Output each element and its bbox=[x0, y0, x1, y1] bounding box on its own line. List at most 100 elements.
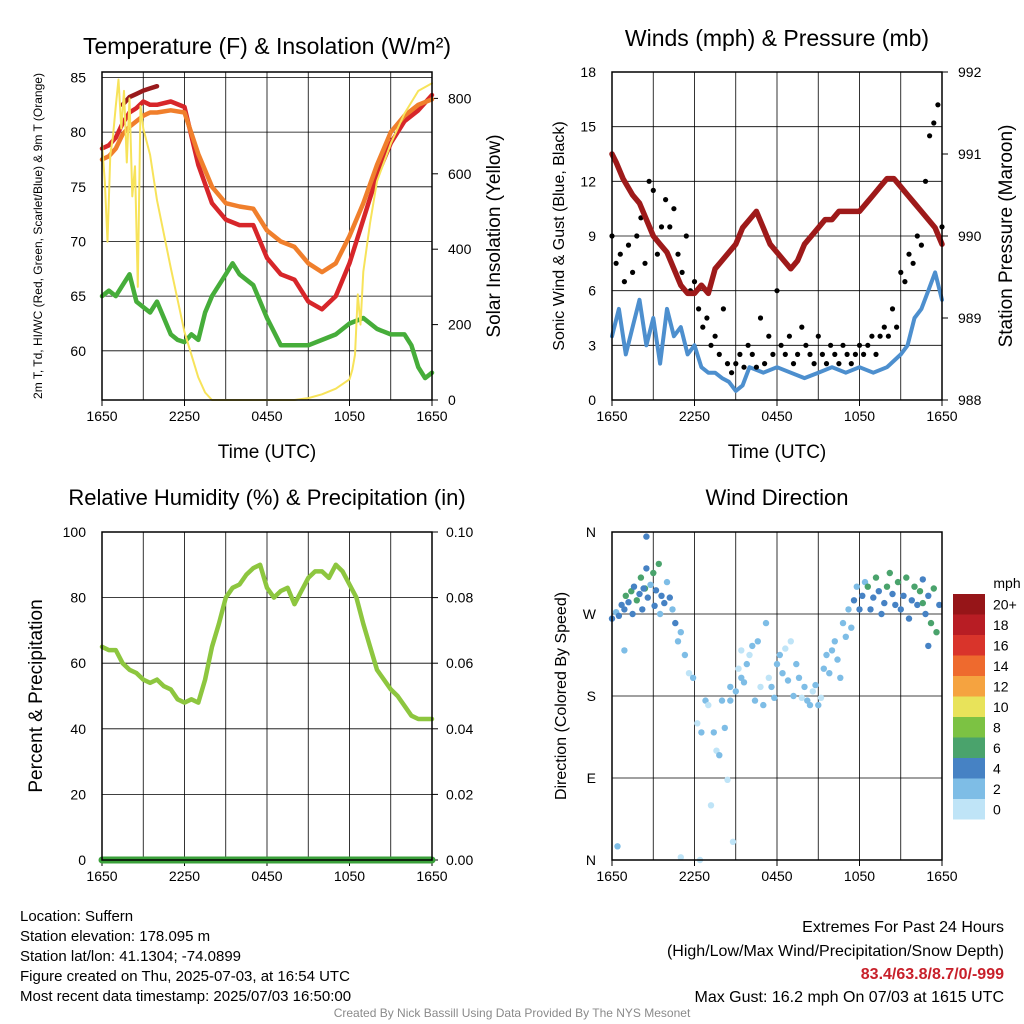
direction-point bbox=[925, 642, 932, 650]
direction-point bbox=[643, 565, 650, 572]
direction-point bbox=[738, 647, 745, 654]
direction-point bbox=[922, 610, 929, 618]
colorbar-swatch bbox=[953, 717, 985, 738]
y-right-tick-label: 0 bbox=[448, 392, 456, 408]
y-right-tick-label: 992 bbox=[958, 64, 982, 80]
y-right-tick-label: 400 bbox=[448, 241, 472, 257]
y-tick-label: 80 bbox=[70, 590, 86, 606]
x-tick-label: 1650 bbox=[86, 408, 117, 424]
direction-point bbox=[848, 624, 855, 631]
y-axis-label-left: Sonic Wind & Gust (Blue, Black) bbox=[551, 121, 568, 350]
gust-point bbox=[700, 324, 706, 330]
gust-point bbox=[741, 364, 747, 370]
y-right-tick-label: 989 bbox=[958, 310, 982, 326]
y-tick-label: N bbox=[586, 524, 596, 540]
direction-point bbox=[790, 692, 797, 700]
gust-point bbox=[910, 260, 916, 266]
direction-point bbox=[812, 681, 819, 689]
gust-point bbox=[704, 315, 710, 321]
x-tick-label: 0450 bbox=[251, 868, 282, 884]
x-tick-label: 1650 bbox=[926, 868, 957, 884]
direction-point bbox=[864, 583, 871, 590]
x-tick-label: 2250 bbox=[169, 868, 200, 884]
gust-point bbox=[720, 306, 727, 312]
direction-point bbox=[751, 697, 759, 704]
pressure-line bbox=[609, 151, 945, 297]
chart-title: Relative Humidity (%) & Precipitation (i… bbox=[68, 485, 465, 510]
direction-point bbox=[727, 683, 734, 691]
direction-point bbox=[914, 601, 921, 609]
plot-frame bbox=[101, 71, 433, 401]
direction-point bbox=[724, 776, 731, 783]
direction-point bbox=[845, 606, 852, 613]
colorbar-swatch bbox=[953, 594, 985, 615]
colorbar-label: 14 bbox=[993, 658, 1009, 674]
direction-point bbox=[784, 677, 792, 684]
gust-point bbox=[696, 306, 702, 312]
series-line bbox=[99, 92, 435, 312]
direction-point bbox=[798, 694, 805, 701]
direction-point bbox=[757, 683, 764, 691]
recent-data-text: Most recent data timestamp: 2025/07/03 1… bbox=[20, 988, 352, 1005]
gust-point bbox=[873, 351, 879, 357]
direction-point bbox=[886, 569, 893, 577]
direction-point bbox=[760, 701, 767, 709]
direction-point bbox=[933, 629, 940, 636]
y-tick-label: 15 bbox=[580, 119, 596, 135]
direction-point bbox=[718, 697, 726, 704]
gust-point bbox=[881, 324, 887, 330]
y-axis-label: Direction (Colored By Speed) bbox=[553, 592, 570, 800]
gust-point bbox=[790, 361, 797, 367]
direction-point bbox=[930, 585, 937, 592]
gust-point bbox=[840, 342, 846, 348]
direction-point bbox=[640, 585, 647, 592]
gust-point bbox=[918, 242, 925, 248]
direction-point bbox=[698, 729, 705, 736]
direction-point bbox=[919, 576, 926, 583]
direction-point bbox=[637, 574, 645, 581]
direction-point bbox=[732, 688, 739, 695]
direction-point bbox=[636, 590, 643, 598]
y-tick-label: 20 bbox=[70, 786, 86, 802]
y-right-tick-label: 0.02 bbox=[446, 786, 473, 802]
gust-point bbox=[671, 206, 677, 212]
credit-text: Created By Nick Bassill Using Data Provi… bbox=[333, 1006, 691, 1020]
gust-point bbox=[799, 324, 805, 330]
gust-point bbox=[902, 279, 908, 285]
colorbar-label: 18 bbox=[993, 617, 1009, 633]
direction-point bbox=[795, 674, 803, 681]
wind-line bbox=[610, 270, 944, 393]
direction-point bbox=[842, 633, 849, 640]
direction-point bbox=[639, 606, 646, 613]
gust-point bbox=[832, 351, 838, 357]
gust-point bbox=[782, 351, 788, 357]
direction-point bbox=[630, 583, 638, 590]
colorbar-label: 10 bbox=[993, 699, 1009, 715]
x-axis-label: Time (UTC) bbox=[218, 442, 317, 463]
gust-point bbox=[906, 251, 912, 257]
direction-point bbox=[889, 590, 896, 598]
direction-point bbox=[826, 670, 833, 677]
direction-point bbox=[666, 594, 673, 601]
direction-point bbox=[762, 619, 770, 627]
gust-point bbox=[679, 269, 685, 275]
direction-point bbox=[908, 597, 915, 604]
gust-point bbox=[617, 251, 623, 257]
gust-point bbox=[745, 342, 751, 348]
direction-point bbox=[839, 619, 847, 627]
location-text: Location: Suffern bbox=[20, 908, 134, 925]
direction-point bbox=[661, 599, 668, 607]
y-tick-label: N bbox=[586, 852, 596, 868]
direction-point bbox=[782, 645, 789, 652]
direction-point bbox=[746, 651, 753, 659]
direction-point bbox=[881, 599, 888, 607]
direction-point bbox=[669, 606, 676, 613]
direction-point bbox=[707, 802, 715, 809]
direction-point bbox=[729, 838, 737, 845]
gust-point bbox=[691, 279, 698, 285]
direction-point bbox=[828, 647, 836, 654]
y-tick-label: 0 bbox=[588, 392, 596, 408]
colorbar-swatch bbox=[953, 758, 985, 779]
max-gust-text: Max Gust: 16.2 mph On 07/03 at 1615 UTC bbox=[694, 989, 1005, 1006]
gust-point bbox=[613, 260, 619, 266]
